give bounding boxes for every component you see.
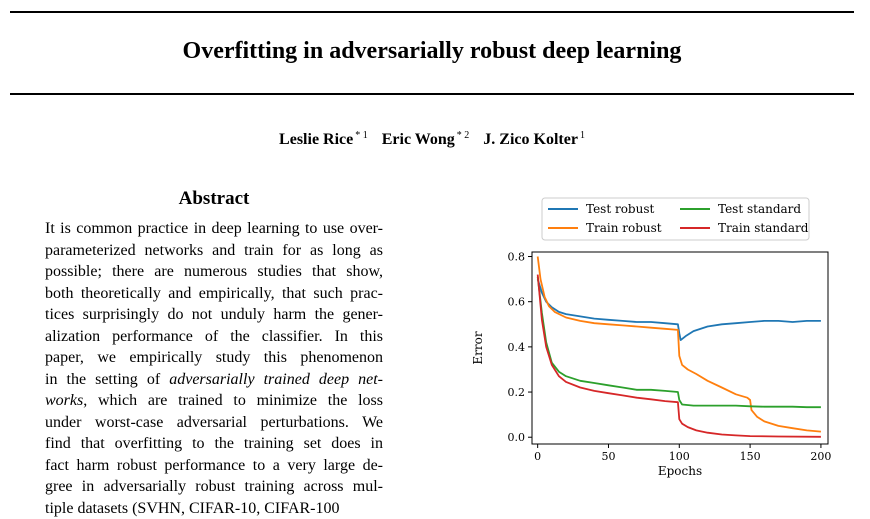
y-axis-label: Error [471, 331, 485, 364]
legend-label: Train standard [718, 221, 809, 235]
x-tick-label: 0 [534, 450, 541, 463]
author-name: Leslie Rice [279, 131, 353, 148]
abstract-line: paper, we empirically study this phenome… [45, 347, 383, 369]
author-affiliation: 1 [580, 130, 585, 141]
abstract-line: both theoretically and empirically, that… [45, 283, 383, 305]
abstract-line: in the setting of adversarially trained … [45, 369, 383, 391]
author-name: J. Zico Kolter [483, 131, 578, 148]
bottom-rule [10, 93, 854, 95]
legend-label: Train robust [586, 221, 662, 235]
top-rule [10, 11, 854, 13]
author-affiliation: * 2 [457, 130, 470, 141]
y-tick-label: 0.8 [508, 251, 526, 264]
author-1: Leslie Rice* 1 [279, 131, 368, 148]
abstract-heading: Abstract [45, 188, 383, 210]
author-2: Eric Wong* 2 [382, 131, 470, 148]
legend-label: Test standard [718, 202, 801, 216]
abstract-body: It is common practice in deep learning t… [45, 218, 383, 519]
x-tick-label: 50 [601, 450, 615, 463]
abstract-line: parameterized networks and train for as … [45, 240, 383, 262]
y-tick-label: 0.0 [508, 431, 526, 444]
legend-label: Test robust [586, 202, 654, 216]
x-axis-label: Epochs [658, 464, 702, 478]
abstract-line: possible; there are numerous studies tha… [45, 261, 383, 283]
author-affiliation: * 1 [355, 130, 368, 141]
y-tick-label: 0.4 [508, 341, 526, 354]
abstract-line: works, which are trained to minimize the… [45, 390, 383, 412]
paper-title: Overfitting in adversarially robust deep… [0, 38, 864, 65]
abstract-line: fact harm robust performance to a very l… [45, 455, 383, 477]
error-vs-epochs-chart: 0 50 100 150 200 0.0 0.2 0.4 0.6 0.8 Epochs Error Te… [462, 195, 832, 491]
series-line-train-robust [538, 257, 821, 432]
plot-frame [532, 252, 828, 444]
abstract-line: alization performance of the classifier.… [45, 326, 383, 348]
x-tick-label: 100 [669, 450, 690, 463]
x-tick-label: 150 [740, 450, 761, 463]
y-tick-label: 0.6 [508, 296, 526, 309]
abstract-line: tiple datasets (SVHN, CIFAR-10, CIFAR-10… [45, 498, 383, 519]
abstract-line: gree in adversarially robust training ac… [45, 476, 383, 498]
series-line-test-robust [538, 279, 821, 340]
abstract-line: It is common practice in deep learning t… [45, 218, 383, 240]
abstract-line: under worst-case adversarial perturbatio… [45, 412, 383, 434]
abstract-line: tices surprisingly do not unduly harm th… [45, 304, 383, 326]
author-list: Leslie Rice* 1 Eric Wong* 2 J. Zico Kolt… [0, 130, 864, 149]
author-name: Eric Wong [382, 131, 455, 148]
y-tick-label: 0.2 [508, 386, 526, 399]
x-tick-label: 200 [810, 450, 831, 463]
abstract-line: find that overfitting to the training se… [45, 433, 383, 455]
